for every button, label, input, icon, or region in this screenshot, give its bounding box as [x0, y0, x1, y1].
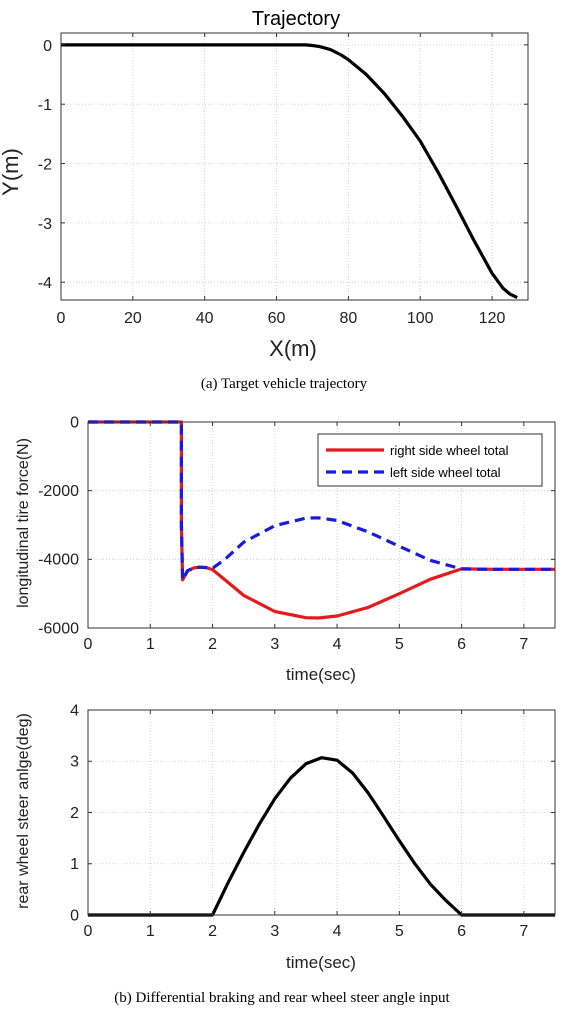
legend-label-1: left side wheel total [390, 465, 501, 480]
x-tick-label: 4 [333, 923, 342, 940]
x-tick-label: 120 [479, 310, 506, 327]
y-tick-label: 0 [70, 414, 79, 431]
steer-angle-ylabel: rear wheel steer anlge(deg) [15, 713, 32, 909]
caption-a: (a) Target vehicle trajectory [201, 376, 368, 392]
caption-b: (b) Differential braking and rear wheel … [114, 990, 450, 1006]
steer-angle-chart: rear wheel steer anlge(deg) time(sec) 0 1… [15, 702, 556, 972]
x-tick-label: 40 [196, 310, 214, 327]
x-tick-label: 0 [84, 923, 93, 940]
x-tick-label: 3 [270, 636, 279, 653]
y-tick-label: 0 [43, 38, 52, 55]
series-line-1 [88, 420, 555, 582]
axes-box [87, 421, 556, 629]
x-tick-label: 20 [124, 310, 142, 327]
steer-angle-xlabel: time(sec) [286, 953, 356, 972]
trajectory-title: Trajectory [252, 8, 340, 30]
y-tick-label: 4 [70, 702, 79, 719]
series-line-0 [88, 756, 555, 917]
y-tick-label: 0 [70, 907, 79, 924]
y-tick-label: -2 [38, 156, 52, 173]
x-tick-label: 2 [208, 636, 217, 653]
x-tick-label: 100 [407, 310, 434, 327]
plot-area [61, 33, 528, 300]
x-tick-label: 0 [57, 310, 66, 327]
axes-box [60, 32, 529, 301]
x-tick-label: 7 [519, 923, 528, 940]
trajectory-ylabel: Y(m) [0, 148, 23, 196]
x-tick-label: 7 [519, 636, 528, 653]
plot-area [88, 710, 555, 915]
y-tick-label: -1 [38, 97, 52, 114]
x-tick-label: 6 [457, 923, 466, 940]
trajectory-xlabel: X(m) [269, 336, 317, 361]
tire-force-ylabel: longitudinal tire force(N) [15, 438, 32, 608]
x-tick-label: 1 [146, 923, 155, 940]
x-tick-label: 4 [333, 636, 342, 653]
x-tick-label: 5 [395, 923, 404, 940]
y-tick-label: 3 [70, 754, 79, 771]
legend-label-0: right side wheel total [390, 443, 509, 458]
x-tick-label: 80 [339, 310, 357, 327]
x-tick-label: 60 [268, 310, 286, 327]
x-tick-label: 1 [146, 636, 155, 653]
x-tick-label: 5 [395, 636, 404, 653]
y-tick-label: 2 [70, 805, 79, 822]
y-tick-label: 1 [70, 856, 79, 873]
y-tick-label: -4000 [38, 552, 79, 569]
y-tick-label: -4 [38, 275, 52, 292]
tire-force-chart: longitudinal tire force(N) time(sec) 0 1 2… [15, 414, 556, 684]
tire-force-xlabel: time(sec) [286, 665, 356, 684]
x-tick-label: 3 [270, 923, 279, 940]
legend-box [317, 433, 543, 487]
x-tick-label: 6 [457, 636, 466, 653]
trajectory-chart: Trajectory Y(m) X(m) 0 20 40 60 80 100 120 0 -1 -… [0, 8, 529, 361]
y-tick-label: -3 [38, 216, 52, 233]
x-tick-label: 0 [84, 636, 93, 653]
series-line-0 [61, 43, 518, 300]
y-tick-label: -2000 [38, 483, 79, 500]
x-tick-label: 2 [208, 923, 217, 940]
y-tick-label: -6000 [38, 620, 79, 637]
